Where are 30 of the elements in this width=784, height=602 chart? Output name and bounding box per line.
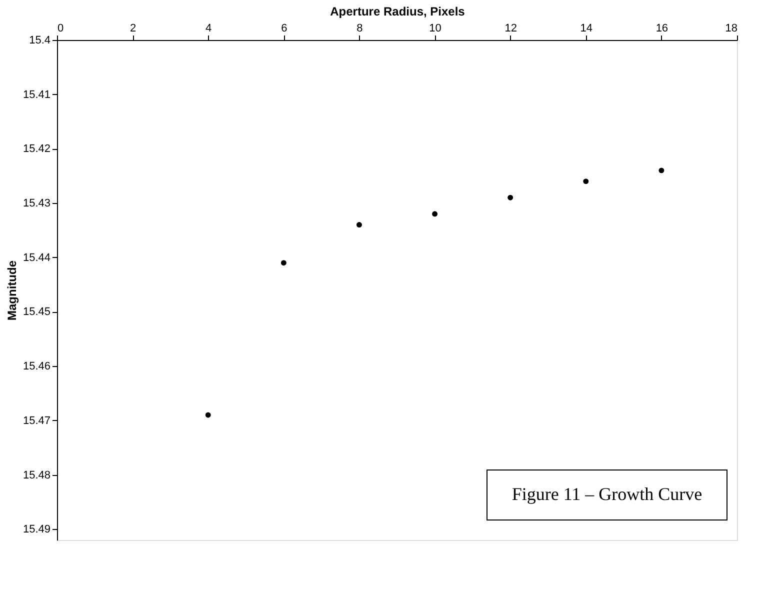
annotation: Figure 11 – Growth Curve (512, 484, 702, 504)
y-tick-label: 15.46 (22, 360, 50, 373)
y-tick-label: 15.43 (22, 198, 50, 210)
x-tick-label: 4 (206, 22, 212, 34)
y-tick-label: 15.45 (22, 306, 50, 318)
x-tick-label: 16 (656, 22, 668, 34)
y-axis-title: Magnitude (4, 260, 19, 320)
y-tick-label: 15.48 (22, 469, 50, 482)
x-tick-label: 18 (725, 22, 738, 34)
y-tick-label: 15.41 (22, 88, 50, 101)
point (508, 194, 514, 200)
point (583, 178, 589, 184)
point (205, 412, 211, 418)
x-tick-label: 0 (58, 22, 64, 34)
y-tick-label: 15.44 (22, 252, 50, 264)
x-tick-label: 6 (281, 22, 288, 34)
x-tick-label: 8 (356, 22, 363, 34)
y-tick-label: 15.49 (22, 524, 50, 536)
x-tick-label: 14 (580, 22, 593, 34)
point (280, 260, 286, 266)
y-tick-label: 15.42 (22, 143, 50, 156)
point (432, 211, 438, 217)
x-axis-title: Aperture Radius, Pixels (330, 4, 466, 18)
x-tick-label: 2 (130, 22, 136, 34)
y-tick-label: 15.4 (29, 34, 50, 46)
point (658, 168, 664, 174)
point (356, 222, 362, 228)
y-tick-label: 15.47 (22, 414, 50, 427)
x-tick-label: 12 (504, 22, 517, 34)
x-tick-label: 10 (429, 22, 442, 34)
